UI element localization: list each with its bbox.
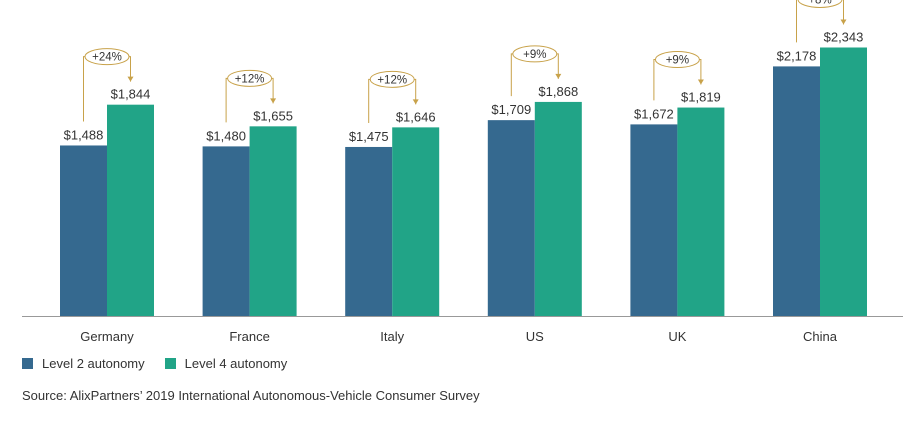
category-label-italy: Italy [380, 329, 404, 344]
legend-item-level-4: Level 4 autonomy [164, 356, 288, 371]
bar-level-2-italy [345, 146, 393, 316]
annotation-arrow-us [555, 73, 562, 79]
legend-swatch-level-4 [164, 358, 176, 369]
category-label-france: France [229, 329, 269, 344]
value-label-level-4-france: $1,655 [253, 108, 293, 123]
bar-chart: $1,488 $1,844 Germany +24% $1,480 $1,655 Franc… [22, 0, 903, 344]
legend: Level 2 autonomy Level 4 autonomy [22, 356, 307, 371]
value-label-level-2-china: $2,178 [777, 48, 817, 63]
value-label-level-2-germany: $1,488 [64, 127, 104, 142]
value-label-level-2-france: $1,480 [206, 128, 246, 143]
annotation-percent-italy: +12% [377, 74, 407, 86]
value-label-level-4-china: $2,343 [824, 29, 864, 44]
annotation-percent-china: +8% [808, 0, 831, 6]
value-label-level-4-italy: $1,646 [396, 109, 436, 124]
bar-level-4-italy [392, 127, 440, 316]
annotation-bracket-china [796, 0, 844, 43]
legend-label-level-2: Level 2 autonomy [42, 356, 145, 371]
value-label-level-4-germany: $1,844 [111, 87, 151, 102]
bar-level-4-uk [677, 107, 725, 316]
annotation-arrow-uk [697, 79, 704, 85]
category-label-us: US [526, 329, 544, 344]
bar-level-4-germany [107, 104, 154, 316]
annotation-percent-germany: +24% [92, 52, 122, 64]
legend-label-level-4: Level 4 autonomy [184, 356, 288, 371]
annotation-ellipse-france [227, 69, 273, 87]
legend-swatch-level-2 [22, 358, 33, 369]
value-label-level-4-uk: $1,819 [681, 90, 721, 105]
category-label-uk: UK [668, 329, 686, 344]
annotation-arrow-france [270, 98, 277, 104]
annotation-percent-uk: +9% [666, 55, 689, 67]
value-label-level-2-us: $1,709 [491, 102, 531, 117]
bar-level-4-us [534, 101, 582, 316]
legend-item-level-2: Level 2 autonomy [22, 356, 145, 371]
source-note: Source: AlixPartners’ 2019 International… [22, 388, 480, 403]
annotation-arrow-italy [412, 99, 419, 105]
annotation-percent-us: +9% [523, 49, 546, 61]
value-label-level-2-uk: $1,672 [634, 106, 674, 121]
annotation-percent-france: +12% [235, 73, 265, 85]
bar-level-2-germany [60, 145, 107, 316]
annotation-ellipse-us [512, 45, 558, 63]
annotation-ellipse-italy [369, 70, 415, 88]
value-label-level-2-italy: $1,475 [349, 129, 389, 144]
value-label-level-4-us: $1,868 [538, 84, 578, 99]
bar-level-4-france [249, 126, 297, 316]
annotation-arrow-germany [127, 76, 134, 82]
bar-level-4-china [820, 47, 867, 317]
bar-level-2-uk [630, 124, 678, 317]
annotation-ellipse-germany [84, 48, 130, 66]
category-label-china: China [803, 329, 838, 344]
annotation-arrow-china [840, 19, 847, 25]
annotation-ellipse-china [797, 0, 843, 8]
bar-level-2-us [487, 120, 535, 317]
bar-level-2-china [773, 66, 820, 316]
category-label-germany: Germany [80, 329, 134, 344]
bar-level-2-france [202, 146, 250, 316]
annotation-ellipse-uk [654, 51, 700, 69]
